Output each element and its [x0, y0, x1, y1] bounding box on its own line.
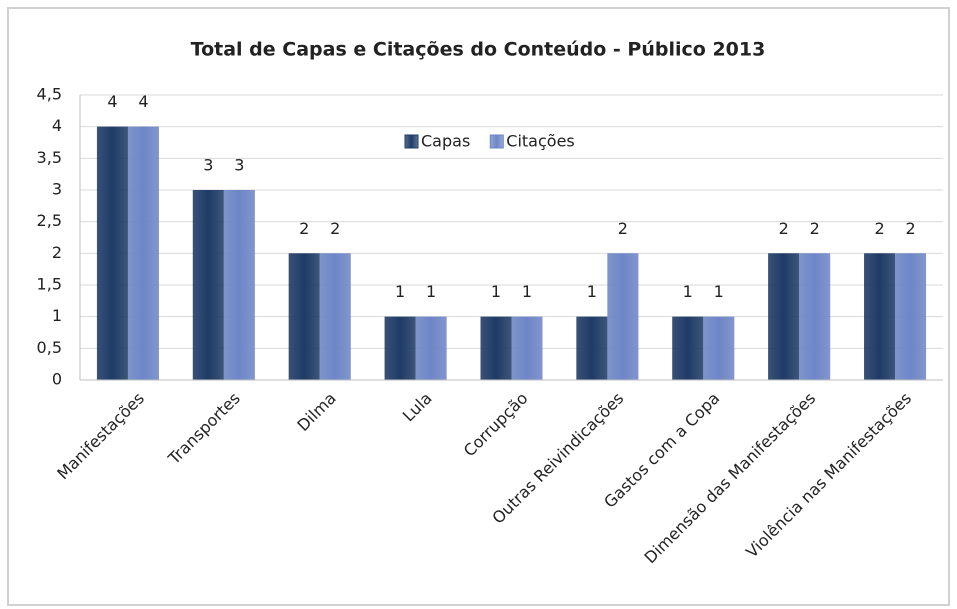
data-label: 1 — [714, 282, 724, 301]
y-tick-label: 1,5 — [37, 275, 62, 294]
data-label: 1 — [587, 282, 597, 301]
chart-title: Total de Capas e Citações do Conteúdo - … — [191, 39, 766, 61]
bar — [768, 253, 800, 380]
data-label: 1 — [426, 282, 436, 301]
bar — [576, 316, 608, 380]
y-tick-label: 2 — [52, 243, 62, 262]
data-label: 1 — [683, 282, 693, 301]
bar — [192, 190, 224, 380]
bar — [864, 253, 896, 380]
bar — [384, 316, 416, 380]
legend-swatch — [489, 134, 504, 149]
bar — [319, 253, 351, 380]
data-label: 4 — [138, 92, 148, 111]
data-label: 2 — [810, 219, 820, 238]
y-tick-label: 4,5 — [37, 85, 62, 104]
data-label: 2 — [779, 219, 789, 238]
y-tick-label: 4 — [52, 116, 62, 135]
data-label: 2 — [874, 219, 884, 238]
bar — [223, 190, 255, 380]
bar — [607, 253, 639, 380]
data-label: 2 — [299, 219, 309, 238]
bar — [511, 316, 543, 380]
bar — [415, 316, 447, 380]
y-tick-label: 0,5 — [37, 338, 62, 357]
legend-swatch — [404, 134, 419, 149]
bar — [799, 253, 831, 380]
data-label: 1 — [395, 282, 405, 301]
y-tick-label: 3,5 — [37, 148, 62, 167]
y-tick-label: 1 — [52, 306, 62, 325]
bar — [127, 126, 159, 381]
bar — [703, 316, 735, 380]
data-label: 1 — [522, 282, 532, 301]
data-label: 1 — [491, 282, 501, 301]
bar — [895, 253, 927, 380]
legend-label: Citações — [506, 132, 574, 151]
bar — [672, 316, 704, 380]
legend-label: Capas — [421, 132, 470, 151]
y-tick-label: 3 — [52, 180, 62, 199]
y-tick-label: 2,5 — [37, 211, 62, 230]
bar — [96, 126, 128, 381]
bar — [288, 253, 320, 380]
y-tick-label: 0 — [52, 370, 62, 389]
data-label: 2 — [905, 219, 915, 238]
data-label: 4 — [107, 92, 117, 111]
data-label: 3 — [234, 156, 244, 175]
data-label: 2 — [618, 219, 628, 238]
bar — [480, 316, 512, 380]
data-label: 3 — [203, 156, 213, 175]
data-label: 2 — [330, 219, 340, 238]
